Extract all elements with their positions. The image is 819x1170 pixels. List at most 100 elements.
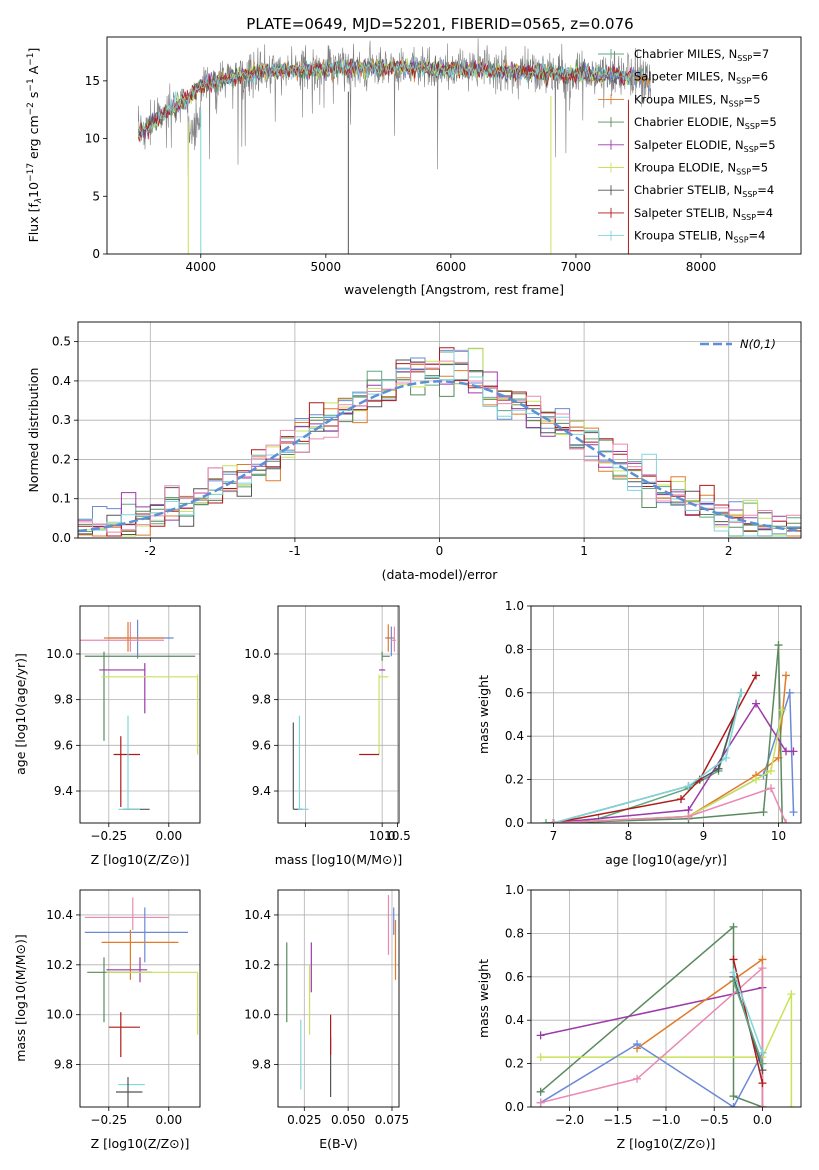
- xtick-label: −0.5: [700, 1113, 729, 1127]
- ylabel-part: 10: [26, 182, 41, 198]
- ytick-label: 1.0: [505, 883, 524, 897]
- legend-n: =5: [759, 138, 776, 152]
- ytick-label: 0.6: [505, 686, 524, 700]
- series-line-4: [540, 1043, 764, 1107]
- ytick-label: 0.8: [505, 926, 524, 940]
- series-marker: [714, 764, 723, 773]
- xtick-label: 0.050: [331, 1113, 365, 1127]
- legend-sub: SSP: [729, 99, 744, 108]
- ytick-label: 10.0: [244, 1008, 271, 1022]
- legend-name: Chabrier MILES, N: [634, 47, 737, 61]
- histogram-kroupa-stelib: [78, 349, 801, 538]
- series-marker: [759, 808, 768, 817]
- legend-sub: SSP: [742, 190, 757, 199]
- series-marker: [737, 688, 745, 697]
- histogram-pink: [78, 360, 801, 538]
- series-marker: [767, 784, 775, 793]
- legend-label-8: Kroupa STELIB, NSSP=4: [634, 229, 765, 245]
- ytick-label: 9.8: [252, 1058, 271, 1072]
- ylabel-part: −2: [26, 102, 36, 115]
- series-line-2: [540, 993, 793, 1107]
- ylabel-part: −1: [26, 53, 36, 66]
- residuals-xlabel: (data-model)/error: [382, 567, 499, 582]
- panel-mass-vs-Z: −0.25 0.00 9.8 10.0 10.2 10.4 Z [log10(Z/Z⊙)] m…: [13, 889, 201, 1151]
- age-vs-Z-ylabel: age [log10(age/yr)]: [13, 653, 28, 775]
- mass-vs-Z-ylabel: mass [log10(M/M⊙)]: [13, 934, 28, 1062]
- ytick-label: 0.2: [505, 773, 524, 787]
- series-marker: [778, 819, 787, 823]
- legend-label-3: Chabrier ELODIE, NSSP=5: [634, 115, 777, 131]
- legend-sub: SSP: [736, 77, 751, 86]
- series-marker: [536, 1087, 545, 1096]
- series-marker: [789, 808, 798, 817]
- legend-n: =5: [751, 161, 768, 175]
- series-marker: [752, 699, 760, 708]
- ylabel-part: A: [26, 65, 41, 78]
- panel-weight-vs-Z: −2.0 −1.5 −1.0 −0.5 0.0 0.0 0.2 0.4 0.6 0.8 1.0 Z […: [476, 883, 802, 1151]
- weight-vs-Z-xlabel: Z [log10(Z/Z⊙)]: [617, 1136, 716, 1151]
- xtick-label: 9: [700, 829, 708, 843]
- ytick-label: 9.8: [54, 693, 73, 707]
- legend-gauss-label: N(0,1): [740, 337, 776, 351]
- legend-name: Chabrier ELODIE, N: [634, 115, 745, 129]
- xtick-label: 2: [725, 544, 733, 558]
- legend-label-4: Salpeter ELODIE, NSSP=5: [634, 138, 776, 154]
- mass-vs-Z-xlabel: Z [log10(Z/Z⊙)]: [91, 1136, 190, 1151]
- series-marker: [758, 964, 767, 973]
- ytick-label: 10: [85, 132, 100, 146]
- xtick-label: 8000: [686, 260, 717, 274]
- plot-area-age-vs-mass: [292, 624, 396, 810]
- xtick-label: −2.0: [555, 1113, 584, 1127]
- legend-sub: SSP: [744, 145, 759, 154]
- xtick-label: -1: [289, 544, 301, 558]
- spectrum-model-salpeter-stelib: [137, 58, 632, 142]
- series-marker: [758, 1048, 767, 1057]
- series-marker: [729, 922, 738, 931]
- ytick-label: 9.4: [252, 784, 271, 798]
- series-marker: [633, 1074, 642, 1083]
- ylabel-part: s: [26, 92, 41, 103]
- series-marker: [758, 1103, 767, 1107]
- series-marker: [542, 819, 550, 823]
- series-marker: [722, 753, 730, 762]
- xtick-label: −0.25: [90, 1113, 127, 1127]
- series-marker: [536, 1031, 545, 1040]
- spectrum-xlabel: wavelength [Angstrom, rest frame]: [344, 282, 564, 297]
- ytick-label: 5: [92, 189, 100, 203]
- panel-spectrum: 4000 5000 6000 7000 8000 0 5 10 15 wavelength [An…: [26, 36, 802, 297]
- legend-label-0: Chabrier MILES, NSSP=7: [634, 47, 769, 63]
- age-vs-Z-xlabel: Z [log10(Z/Z⊙)]: [91, 852, 190, 867]
- xtick-label: −0.25: [90, 829, 127, 843]
- xtick-label: −1.5: [603, 1113, 632, 1127]
- xtick-label: -2: [144, 544, 156, 558]
- series-marker: [774, 641, 783, 650]
- series-marker: [729, 977, 738, 986]
- series-marker: [536, 1053, 545, 1062]
- ytick-label: 10.4: [46, 908, 73, 922]
- ytick-label: 0.2: [52, 452, 71, 466]
- legend-n: =5: [744, 92, 761, 106]
- xtick-label: 6000: [436, 260, 467, 274]
- series-marker: [785, 688, 794, 697]
- series-marker: [729, 1103, 738, 1107]
- ytick-label: 0.6: [505, 970, 524, 984]
- ytick-label: 1.0: [505, 599, 524, 613]
- series-marker: [778, 706, 787, 715]
- ytick-label: 9.8: [54, 1058, 73, 1072]
- ytick-label: 0.0: [505, 816, 524, 830]
- legend-name: Salpeter STELIB, N: [634, 206, 741, 220]
- axes-frame: [79, 889, 201, 1108]
- ytick-label: 0: [92, 247, 100, 261]
- axes-frame: [106, 36, 802, 255]
- xtick-label: 7000: [561, 260, 592, 274]
- series-marker: [782, 671, 790, 680]
- series-line-0: [540, 925, 763, 1107]
- series-marker: [729, 955, 738, 964]
- legend-name: Kroupa ELODIE, N: [634, 161, 736, 175]
- legend-label-5: Kroupa ELODIE, NSSP=5: [634, 161, 768, 177]
- ytick-label: 10.2: [244, 958, 271, 972]
- xtick-label: 5000: [311, 260, 342, 274]
- series-line-8: [553, 692, 742, 823]
